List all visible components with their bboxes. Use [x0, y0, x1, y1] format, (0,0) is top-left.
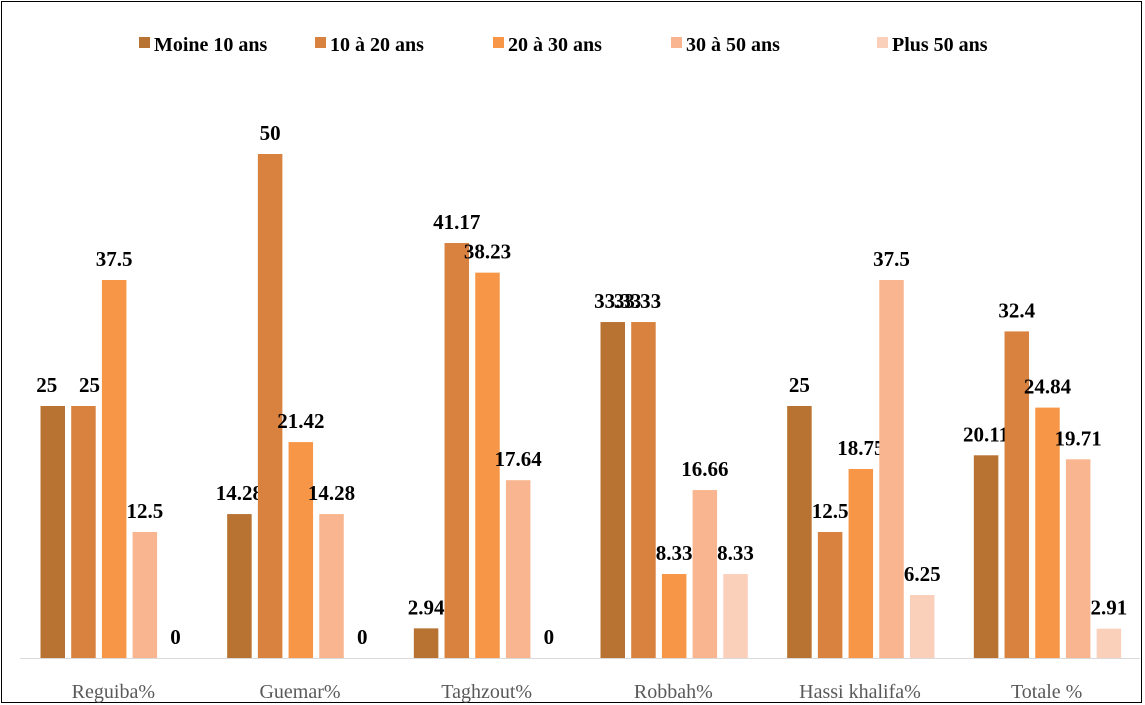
- legend-swatch: [877, 37, 888, 48]
- legend-label: 20 à 30 ans: [508, 34, 602, 56]
- bar: [1004, 331, 1030, 658]
- data-label: 0: [544, 625, 555, 649]
- data-label: 16.66: [681, 457, 728, 481]
- bar: [1035, 407, 1060, 658]
- bar: [787, 406, 812, 658]
- bar: [600, 322, 625, 658]
- category-label: Robbah%: [634, 681, 713, 703]
- bar: [661, 574, 687, 658]
- legend-label: 10 à 20 ans: [330, 34, 424, 56]
- data-label: 8.33: [717, 541, 754, 565]
- legend-label: Moine 10 ans: [154, 34, 268, 56]
- data-label: 6.25: [904, 562, 941, 586]
- legend-label: 30 à 50 ans: [686, 34, 780, 56]
- category-label: Guemar%: [259, 681, 340, 703]
- data-label: 20.11: [963, 422, 1009, 446]
- data-label: 37.5: [96, 247, 133, 271]
- data-label: 0: [357, 625, 368, 649]
- bar: [723, 574, 748, 658]
- bar: [1096, 628, 1122, 658]
- data-label: 33.33: [594, 289, 641, 313]
- legend-swatch: [315, 37, 326, 48]
- data-label: 33.33: [614, 289, 661, 313]
- data-label: 14.28: [216, 481, 263, 505]
- data-label: 17.64: [495, 447, 543, 471]
- bar: [475, 272, 500, 658]
- bar: [444, 243, 470, 658]
- category-label: Taghzout%: [441, 681, 532, 703]
- bar: [413, 628, 439, 658]
- legend: Moine 10 ans 10 à 20 ans 20 à 30 ans 30 à 5…: [139, 34, 988, 56]
- category-label: Totale %: [1011, 681, 1082, 703]
- bar: [631, 322, 656, 658]
- data-label: 18.75: [837, 436, 884, 460]
- data-label: 41.17: [433, 210, 480, 234]
- category-label: Reguiba%: [72, 681, 155, 703]
- bar: [101, 280, 127, 658]
- data-label: 2.91: [1091, 596, 1128, 620]
- bar: [879, 280, 904, 658]
- legend-swatch: [139, 37, 150, 48]
- bar: [257, 154, 283, 658]
- data-label: 37.5: [873, 247, 910, 271]
- category-label: Hassi khalifa%: [799, 681, 921, 703]
- data-label: 25: [789, 373, 810, 397]
- legend-swatch: [671, 37, 682, 48]
- data-label: 8.33: [656, 541, 693, 565]
- data-label: 0: [170, 625, 181, 649]
- bar: [40, 406, 65, 658]
- data-label: 32.4: [998, 298, 1035, 322]
- bar: [973, 455, 999, 658]
- bar: [692, 490, 718, 658]
- data-label: 2.94: [408, 595, 445, 619]
- data-label: 50: [260, 121, 281, 145]
- bar: [505, 480, 531, 658]
- legend-swatch: [493, 37, 504, 48]
- data-label: 25: [36, 373, 57, 397]
- bar: [288, 442, 314, 658]
- legend-label: Plus 50 ans: [892, 34, 988, 56]
- bar: [132, 532, 158, 658]
- bar: [1065, 459, 1091, 658]
- data-label: 25: [79, 373, 100, 397]
- data-label: 21.42: [277, 409, 324, 433]
- bar: [227, 514, 252, 658]
- bar: [909, 595, 935, 658]
- data-label: 12.5: [126, 499, 163, 523]
- bar: [319, 514, 344, 658]
- data-label: 12.5: [812, 499, 849, 523]
- data-label: 24.84: [1024, 375, 1072, 399]
- data-label: 14.28: [308, 481, 355, 505]
- data-label: 38.23: [464, 240, 511, 264]
- bar: [71, 406, 96, 658]
- bar: [848, 469, 874, 658]
- data-label: 19.71: [1055, 426, 1102, 450]
- bar: [817, 532, 843, 658]
